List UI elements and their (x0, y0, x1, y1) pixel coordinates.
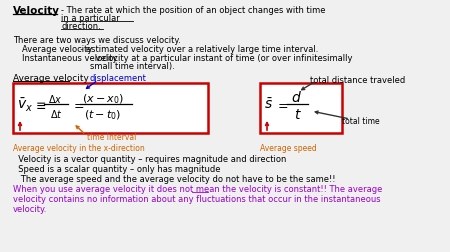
Text: velocity.: velocity. (13, 204, 47, 213)
Text: $=$: $=$ (275, 98, 289, 111)
Text: $=$: $=$ (71, 98, 85, 111)
Text: When you use average velocity it does not mean the velocity is constant!! The av: When you use average velocity it does no… (13, 184, 382, 193)
Text: Average velocity: Average velocity (22, 45, 92, 54)
Text: Average velocity: Average velocity (13, 74, 89, 83)
Text: $\Delta t$: $\Delta t$ (50, 108, 63, 119)
Bar (260, 84, 342, 134)
Text: - velocity at a particular instant of time (or over infinitesimally: - velocity at a particular instant of ti… (90, 54, 352, 63)
Text: small time interval).: small time interval). (90, 62, 175, 71)
Text: Average velocity in the x-direction: Average velocity in the x-direction (13, 143, 145, 152)
Text: $(t - t_0)$: $(t - t_0)$ (84, 108, 122, 121)
Bar (13, 84, 208, 134)
Text: - estimated velocity over a relatively large time interval.: - estimated velocity over a relatively l… (75, 45, 319, 54)
Text: The average speed and the average velocity do not have to be the same!!: The average speed and the average veloci… (13, 174, 336, 183)
Text: Velocity: Velocity (13, 6, 60, 16)
Text: $\Delta x$: $\Delta x$ (48, 93, 63, 105)
Text: $(x - x_0)$: $(x - x_0)$ (82, 92, 124, 105)
Text: in a particular: in a particular (61, 14, 120, 23)
Text: $t$: $t$ (294, 108, 302, 121)
Text: There are two ways we discuss velocity.: There are two ways we discuss velocity. (13, 36, 181, 45)
Text: total time: total time (342, 116, 380, 125)
Text: time interval: time interval (87, 133, 136, 141)
Text: Velocity is a vector quantity – requires magnitude and direction: Velocity is a vector quantity – requires… (13, 154, 286, 163)
Text: - The rate at which the position of an object changes with time: - The rate at which the position of an o… (61, 6, 325, 15)
Text: $d$: $d$ (291, 90, 302, 105)
Text: Speed is a scalar quantity – only has magnitude: Speed is a scalar quantity – only has ma… (13, 164, 220, 173)
Text: $\equiv$: $\equiv$ (33, 98, 46, 111)
Text: displacement: displacement (90, 74, 147, 83)
Text: $\bar{s}$: $\bar{s}$ (264, 97, 273, 112)
Text: total distance traveled: total distance traveled (310, 76, 405, 85)
Text: velocity contains no information about any fluctuations that occur in the instan: velocity contains no information about a… (13, 194, 381, 203)
Text: $\bar{v}_{x}$: $\bar{v}_{x}$ (17, 96, 33, 113)
Text: Instantaneous velocity: Instantaneous velocity (22, 54, 117, 63)
Text: Average speed: Average speed (260, 143, 317, 152)
Text: direction.: direction. (61, 22, 101, 31)
